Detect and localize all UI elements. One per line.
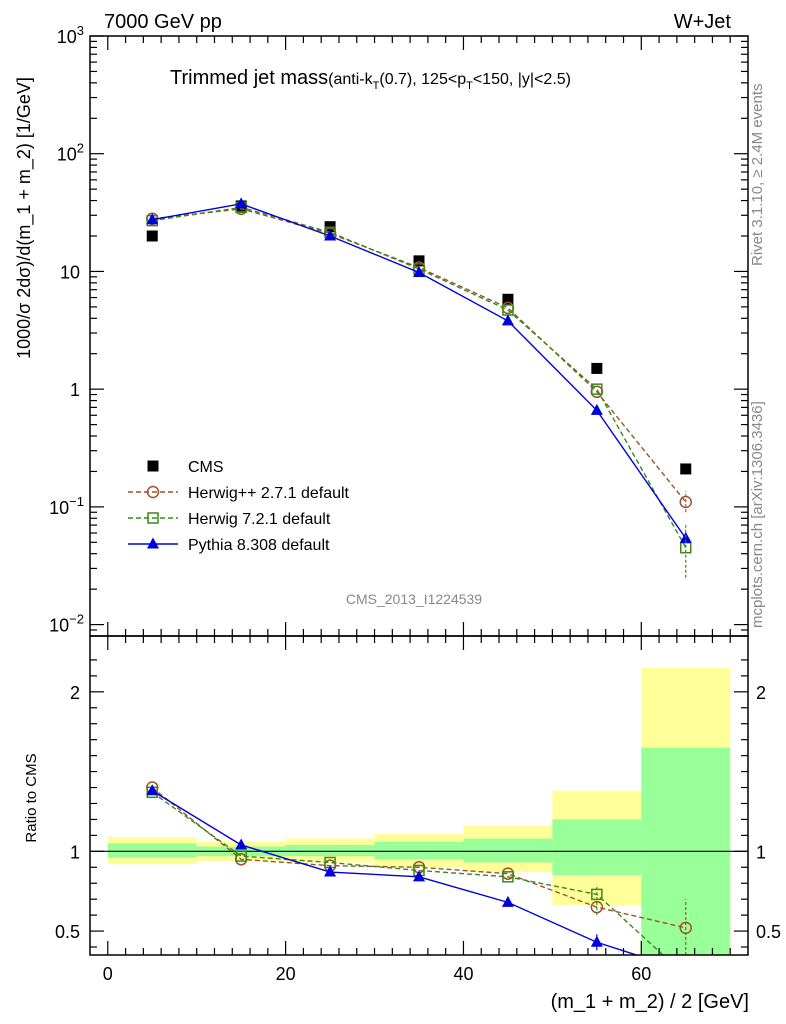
point-cms-6 <box>680 463 692 475</box>
header-process: W+Jet <box>674 11 732 33</box>
y-tick-label: 103 <box>57 23 84 47</box>
x-axis-label: (m_1 + m_2) / 2 [GeV] <box>551 991 749 1013</box>
legend-label-herwigpp: Herwig++ 2.7.1 default <box>188 485 350 502</box>
legend-marker-cms <box>147 460 159 472</box>
point-cms-0 <box>146 230 158 242</box>
rivet-label: Rivet 3.1.10, ≥ 2.4M events <box>749 84 766 267</box>
y-tick-label-exp: 2 <box>77 141 84 156</box>
plot-title-sub-c: <150, |y|<2.5) <box>473 71 571 88</box>
plot-title-main: Trimmed jet mass <box>170 67 328 89</box>
point-pythia-1 <box>235 197 248 209</box>
legend-label-cms: CMS <box>188 459 224 476</box>
ratio-point-pythia-2 <box>324 865 337 877</box>
y-tick-label-exp: −1 <box>69 494 84 509</box>
series-line-herwigpp <box>152 208 687 503</box>
legend-label-herwig7: Herwig 7.2.1 default <box>188 511 331 528</box>
point-pythia-0 <box>146 213 159 225</box>
ratio-y-tick-label-left: 2 <box>70 683 80 703</box>
plot-title-sub-a: (anti-k <box>328 71 373 88</box>
uncertainty-bands <box>107 667 731 955</box>
ratio-series <box>145 781 693 981</box>
y-tick-label: 10−1 <box>49 494 84 518</box>
point-pythia-5 <box>590 403 603 415</box>
ratio-point-herwig7-4 <box>502 871 514 883</box>
x-tick-label: 60 <box>631 964 651 984</box>
ratio-point-pythia-3 <box>413 870 425 882</box>
analysis-watermark: CMS_2013_I1224539 <box>346 591 482 607</box>
ratio-point-pythia-4 <box>501 895 514 907</box>
header-energy: 7000 GeV pp <box>104 11 222 33</box>
point-cms-5 <box>591 362 603 374</box>
band-inner-4 <box>463 838 553 863</box>
x-tick-label: 20 <box>276 964 296 984</box>
plot-title-sub-a-sub: T <box>373 80 380 92</box>
y-tick-label-base: 10 <box>49 616 69 636</box>
y-tick-label: 1 <box>70 380 80 400</box>
band-inner-3 <box>374 841 464 860</box>
legend-marker-pythia <box>147 537 159 549</box>
point-pythia-4 <box>501 314 514 326</box>
ratio-point-pythia-6 <box>680 964 692 975</box>
y-axis-label-main: 1000/σ 2dσ)/d(m_1 + m_2) [1/GeV] <box>14 77 35 359</box>
y-tick-label: 10−2 <box>49 612 84 636</box>
y-tick-label-base: 10 <box>49 498 69 518</box>
point-herwig7-5 <box>591 383 603 395</box>
ratio-panel: 0 20 40 60 0.5 0.5 1 1 2 2 <box>55 635 781 984</box>
y-tick-label-base: 10 <box>57 27 77 47</box>
plot-title-sub-b-sub: T <box>466 80 473 92</box>
ratio-frame <box>89 635 749 956</box>
y-tick-label-base: 10 <box>57 145 77 165</box>
ratio-point-pythia-0 <box>146 784 159 796</box>
ratio-y-tick-label-left: 1 <box>70 842 80 862</box>
legend-label-pythia: Pythia 8.308 default <box>188 537 330 554</box>
ratio-y-tick-label-right: 0.5 <box>756 922 781 942</box>
y-tick-label-exp: 3 <box>77 23 84 38</box>
plot-title: Trimmed jet mass(anti-kT(0.7), 125<pT<15… <box>170 67 571 92</box>
point-pythia-2 <box>324 229 337 241</box>
point-cms-3 <box>413 255 425 267</box>
point-pythia-3 <box>413 265 425 277</box>
y-axis-label-ratio: Ratio to CMS <box>23 753 40 842</box>
x-tick-label: 0 <box>103 964 113 984</box>
main-series <box>145 197 693 578</box>
ratio-point-herwig7-6 <box>681 971 691 981</box>
ratio-y-tick-label-left: 0.5 <box>55 922 80 942</box>
band-inner-2 <box>285 844 375 857</box>
band-inner-5 <box>552 819 642 876</box>
point-cms-4 <box>502 293 514 305</box>
ratio-point-pythia-1 <box>235 838 248 850</box>
legend: CMS Herwig++ 2.7.1 default Herwig 7.2.1 de… <box>128 459 350 554</box>
legend-marker-herwigpp <box>146 485 160 499</box>
legend-marker-herwig7 <box>147 512 159 524</box>
band-inner-0 <box>107 843 197 858</box>
ratio-y-tick-label-right: 2 <box>756 683 766 703</box>
y-tick-label-exp: −2 <box>69 612 84 627</box>
ratio-y-tick-label-right: 1 <box>756 842 766 862</box>
plot-title-sub-b: (0.7), 125<p <box>379 71 466 88</box>
x-tick-label: 40 <box>453 964 473 984</box>
ratio-point-herwig7-1 <box>235 850 247 862</box>
mcplots-label: mcplots.cern.ch [arXiv:1306.3436] <box>749 401 766 628</box>
y-tick-label: 10 <box>60 262 80 282</box>
y-tick-label: 102 <box>57 141 84 165</box>
